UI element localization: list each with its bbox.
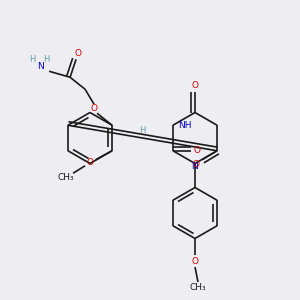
Text: NH: NH bbox=[178, 121, 192, 130]
Text: N: N bbox=[192, 162, 198, 171]
Text: H: H bbox=[139, 126, 146, 135]
Text: H: H bbox=[43, 55, 49, 64]
Text: CH₃: CH₃ bbox=[57, 173, 74, 182]
Text: O: O bbox=[194, 146, 200, 155]
Text: O: O bbox=[193, 160, 200, 169]
Text: O: O bbox=[91, 104, 98, 113]
Text: CH₃: CH₃ bbox=[190, 284, 206, 292]
Text: N: N bbox=[37, 62, 44, 71]
Text: H: H bbox=[29, 55, 36, 64]
Text: O: O bbox=[191, 81, 199, 90]
Text: O: O bbox=[191, 256, 199, 266]
Text: O: O bbox=[87, 158, 94, 167]
Text: O: O bbox=[74, 49, 81, 58]
